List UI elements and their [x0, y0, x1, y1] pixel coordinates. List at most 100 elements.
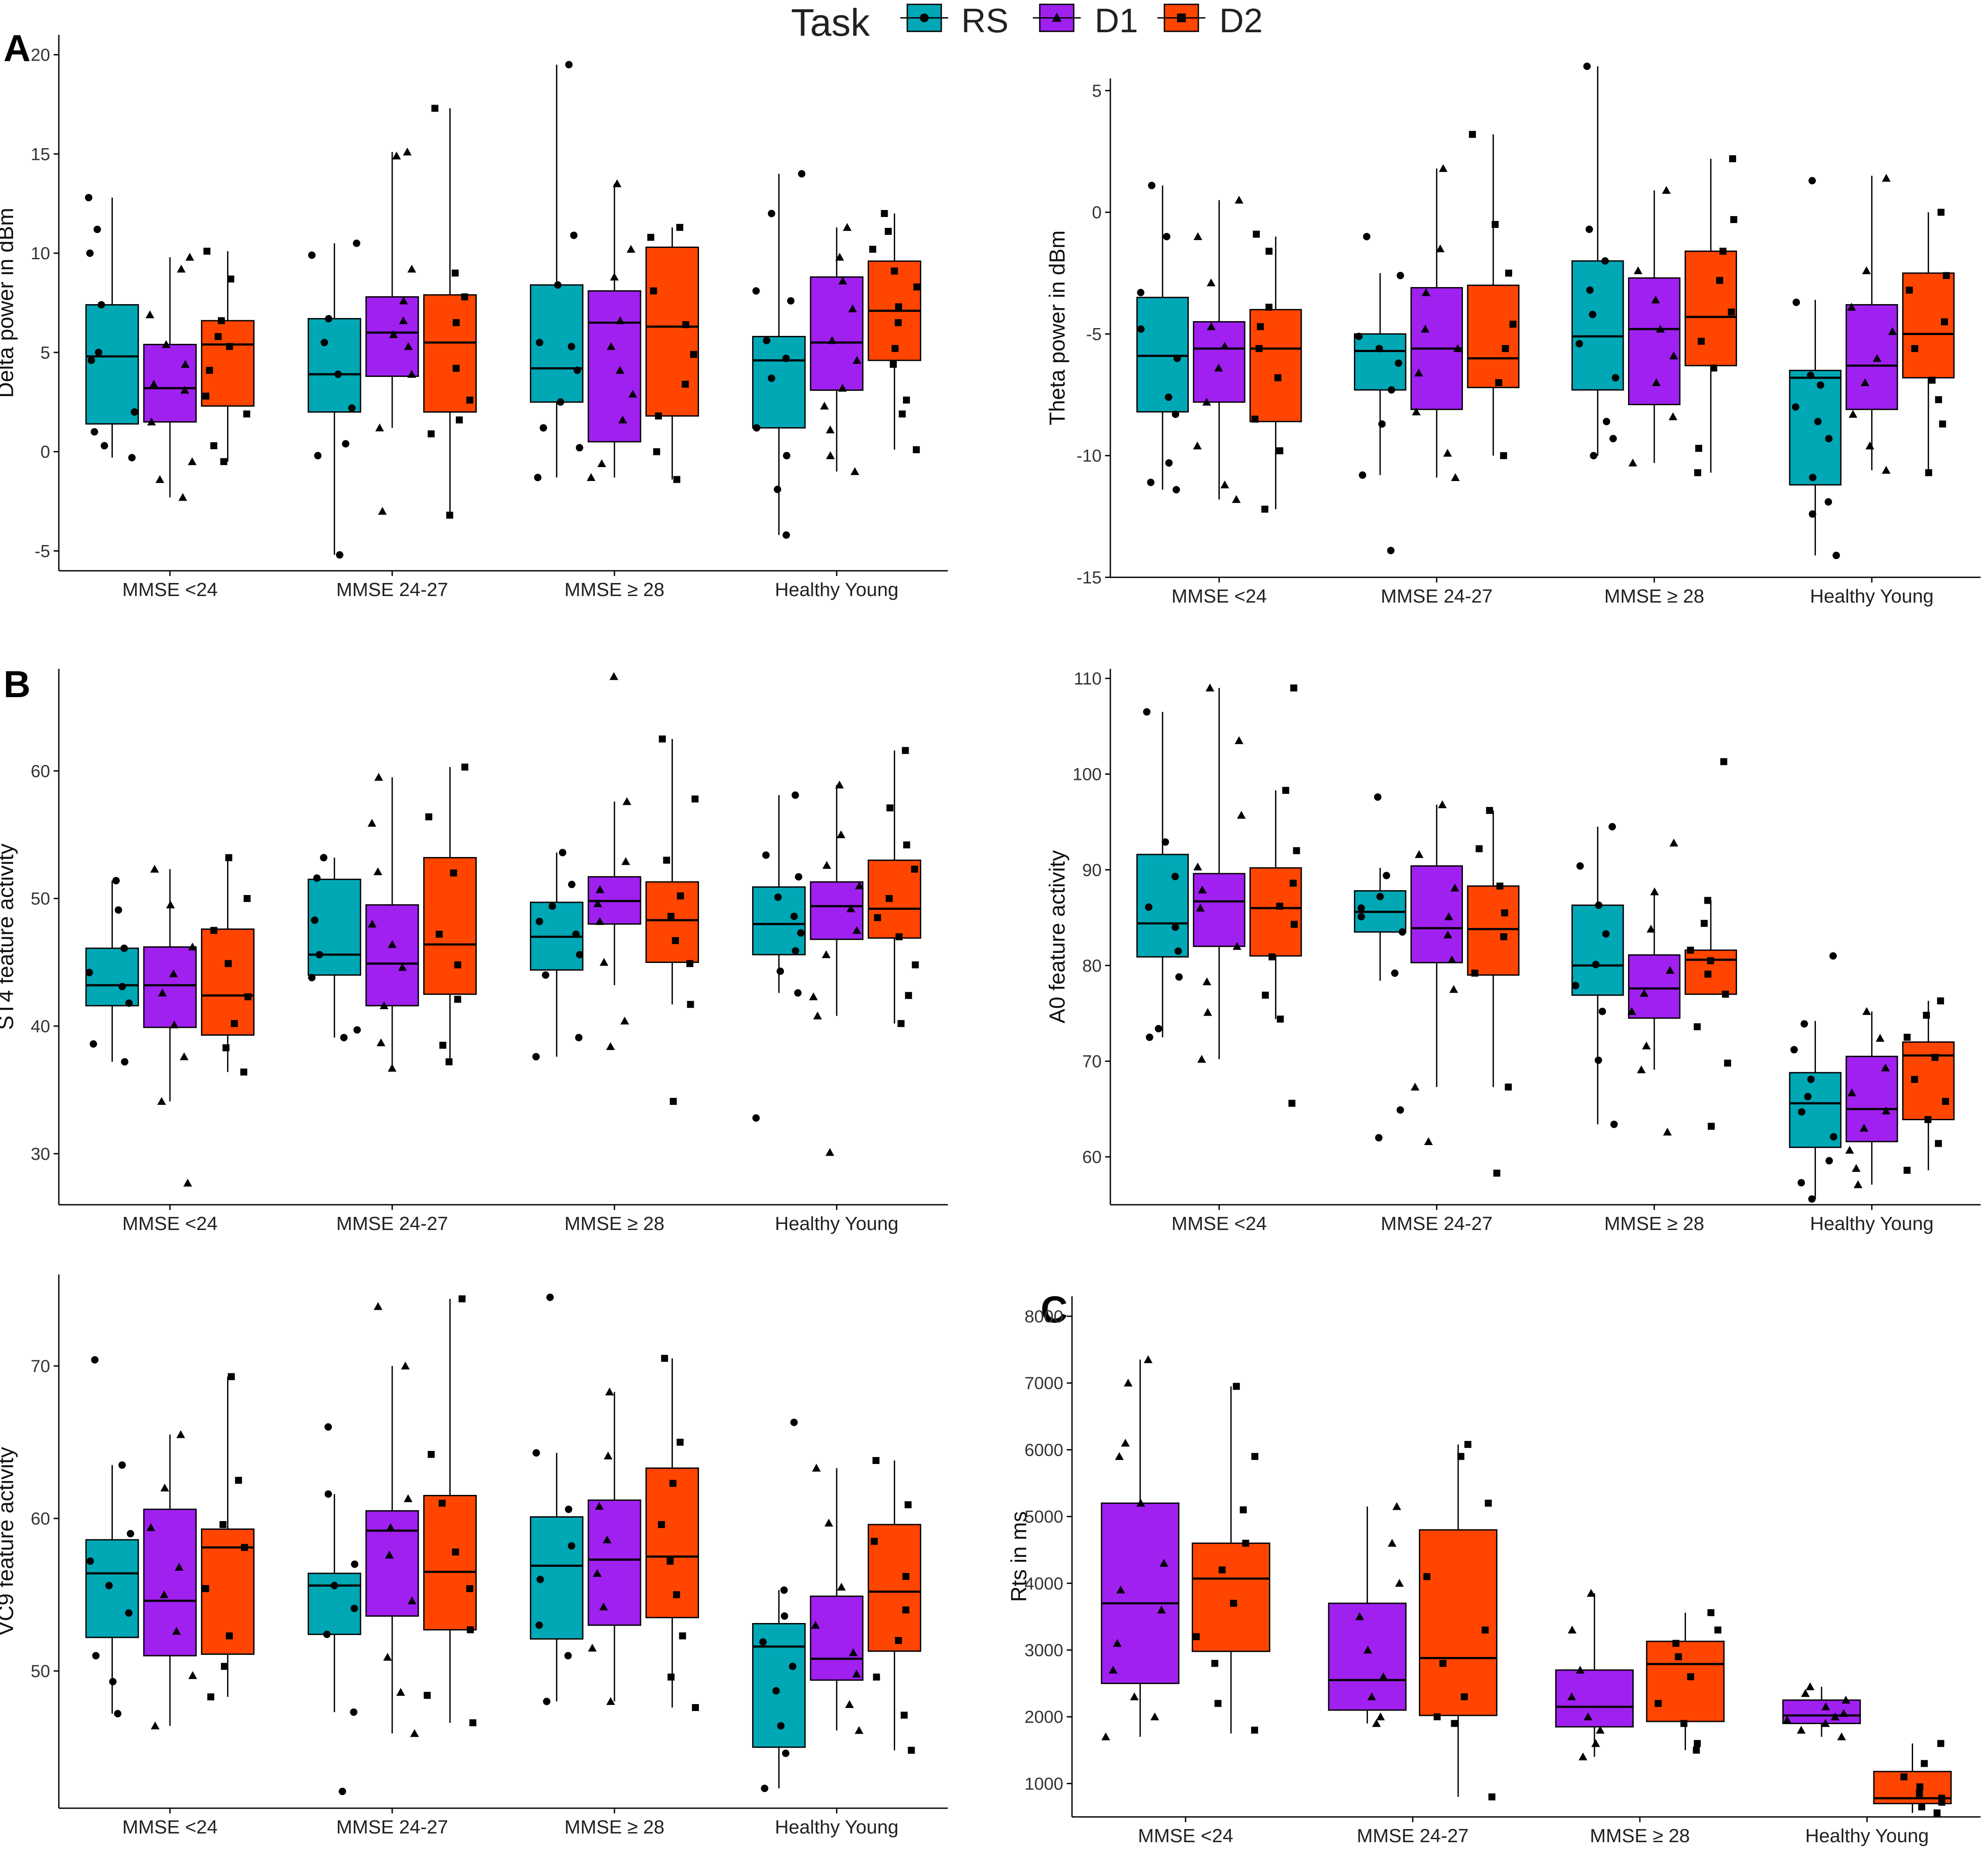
data-point	[1730, 216, 1737, 223]
data-point	[1242, 1539, 1249, 1547]
data-point	[791, 791, 799, 799]
data-point	[151, 1721, 160, 1729]
data-point	[1801, 1689, 1810, 1697]
data-point	[162, 340, 171, 348]
data-point	[904, 1501, 912, 1508]
triangle-icon	[1052, 13, 1062, 22]
box-rs-3	[1789, 952, 1842, 1203]
data-point	[1576, 1665, 1585, 1674]
data-point	[1207, 322, 1216, 330]
data-point	[687, 1001, 694, 1008]
data-point	[407, 1596, 417, 1604]
y-tick-label: 5000	[1025, 1508, 1063, 1527]
chart-a0: 60 70 80 90 100 110 A0 feature activity MMSE <2…	[1045, 669, 1981, 1234]
data-point	[1376, 1712, 1385, 1721]
data-point	[244, 993, 252, 1000]
data-point	[881, 210, 888, 217]
data-point	[131, 408, 139, 416]
data-point	[1662, 186, 1671, 194]
data-point	[1453, 344, 1462, 352]
x-tick-label: MMSE <24	[122, 579, 218, 600]
data-point	[112, 877, 120, 884]
data-point	[1251, 1726, 1258, 1734]
y-tick-label: 100	[1072, 765, 1102, 784]
data-point	[1492, 221, 1499, 228]
y-tick-label: 5	[41, 343, 50, 363]
data-point	[160, 1484, 170, 1491]
box-d1-1	[1410, 164, 1463, 481]
data-point	[1791, 403, 1799, 411]
data-point	[1451, 1720, 1458, 1727]
data-point	[1220, 480, 1229, 488]
data-point	[340, 1034, 348, 1041]
data-point	[661, 1355, 668, 1362]
data-point	[244, 895, 251, 902]
data-point	[115, 906, 122, 914]
box-d2-0	[1249, 230, 1302, 513]
y-tick-label: 0	[1092, 203, 1102, 222]
data-point	[835, 780, 844, 789]
data-point	[1652, 378, 1661, 386]
data-point	[1821, 1702, 1830, 1711]
box-body	[645, 246, 699, 417]
data-point	[1116, 1586, 1125, 1594]
data-point	[350, 1605, 358, 1612]
data-point	[1578, 1752, 1588, 1761]
y-tick-label: 2000	[1025, 1708, 1063, 1727]
box-body	[1846, 304, 1898, 410]
data-point	[1594, 1056, 1602, 1064]
data-point	[1375, 1134, 1383, 1142]
x-tick-label: MMSE ≥ 28	[564, 1816, 665, 1838]
data-point	[404, 1494, 413, 1502]
data-point	[172, 1627, 181, 1635]
box-d1-0	[143, 864, 197, 1187]
data-point	[374, 773, 383, 781]
data-point	[1461, 1693, 1468, 1701]
data-point	[314, 452, 322, 460]
data-point	[836, 830, 845, 838]
data-point	[427, 430, 435, 437]
data-point	[1501, 909, 1508, 917]
y-tick-label: 4000	[1025, 1574, 1063, 1593]
data-point	[787, 297, 795, 305]
data-point	[1656, 325, 1665, 333]
legend-item-d2: D2	[1157, 1, 1263, 40]
data-point	[852, 926, 862, 934]
data-point	[1651, 295, 1660, 304]
y-axis-title: Delta power in dBm	[0, 208, 18, 398]
data-point	[1414, 368, 1423, 376]
data-point	[647, 234, 655, 241]
data-point	[1837, 1732, 1846, 1741]
data-point	[150, 864, 159, 873]
data-point	[1255, 345, 1263, 352]
data-point	[226, 1632, 233, 1640]
data-point	[118, 983, 126, 990]
y-axis-title: VC9 feature activity	[0, 1447, 18, 1636]
data-point	[1439, 1660, 1447, 1667]
data-point	[1269, 953, 1276, 961]
data-point	[1804, 1093, 1812, 1101]
y-tick-label: 20	[31, 46, 51, 65]
data-point	[235, 1477, 242, 1484]
data-point	[1161, 838, 1169, 846]
data-point	[1196, 904, 1205, 912]
data-point	[536, 339, 543, 346]
box-d2-1	[423, 763, 477, 1065]
data-point	[1729, 155, 1736, 163]
data-point	[599, 1603, 608, 1610]
data-point	[146, 1523, 156, 1531]
data-point	[176, 1430, 185, 1438]
box-d2-0	[201, 1373, 255, 1701]
data-point	[1937, 209, 1945, 216]
data-point	[1939, 420, 1946, 428]
data-point	[889, 361, 897, 368]
data-point	[1911, 345, 1918, 352]
data-point	[658, 1521, 665, 1528]
data-point	[690, 351, 697, 358]
data-point	[902, 747, 909, 754]
data-point	[1882, 1106, 1891, 1115]
data-point	[1276, 1015, 1284, 1023]
legend: Task RS D1 D2	[791, 1, 1263, 44]
box-body	[307, 878, 361, 976]
data-point	[214, 333, 222, 340]
